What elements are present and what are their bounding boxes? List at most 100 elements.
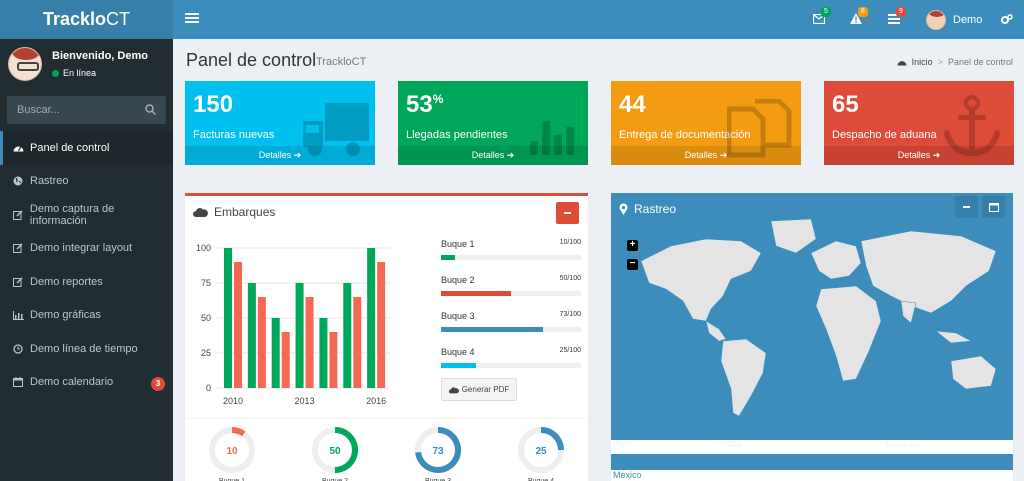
donut-chart: 50 [312, 427, 358, 473]
sidebar-item-integrar-layout[interactable]: Demo integrar layout [0, 232, 173, 266]
donut-value: 10 [226, 446, 238, 457]
bar[interactable] [329, 332, 338, 388]
progress-item: Buque 3 73/100 [441, 311, 581, 332]
sidebar-toggle-button[interactable] [185, 11, 199, 25]
bar[interactable] [367, 248, 376, 388]
notifications-button[interactable]: 8 [850, 7, 868, 27]
user-name: Demo [953, 14, 983, 26]
sidebar-item-label: Panel de control [30, 141, 110, 154]
sidebar: Bienvenido, Demo En línea Panel de contr… [0, 39, 173, 481]
date-range-button[interactable] [982, 196, 1005, 218]
app-logo[interactable]: TrackloCT [0, 0, 173, 39]
embarques-panel: Embarques 0 25 50 75 100 2010 2013 2016 Buque 1… [185, 193, 588, 481]
map-region-greenland [770, 218, 817, 254]
map-region-asia [860, 230, 997, 314]
bar[interactable] [319, 318, 328, 388]
bar[interactable] [353, 297, 362, 388]
collapse-button[interactable] [556, 202, 579, 224]
bar[interactable] [343, 283, 352, 388]
country-link[interactable]: Mexico [613, 470, 642, 480]
progress-fill [441, 363, 476, 368]
donut-chart: 73 [415, 427, 461, 473]
bar[interactable] [281, 332, 290, 388]
sidebar-item-label: Demo calendario [30, 376, 114, 389]
stat-details-link[interactable]: Detalles ➔ [185, 146, 375, 165]
x-tick-label: 2016 [366, 396, 386, 406]
stat-details-link[interactable]: Detalles ➔ [398, 146, 588, 165]
bar[interactable] [295, 283, 304, 388]
anchor-icon [943, 95, 1001, 157]
bar[interactable] [257, 297, 266, 388]
user-panel: Bienvenido, Demo En línea [0, 39, 173, 91]
user-menu[interactable]: Demo [926, 9, 982, 31]
bar[interactable] [305, 297, 314, 388]
progress-value: 50/100 [559, 275, 581, 282]
progress-track [441, 327, 581, 332]
breadcrumb-home-link[interactable]: Inicio [911, 57, 933, 67]
map-region-india [900, 300, 917, 324]
search-input[interactable] [7, 96, 137, 124]
donut-arc [312, 427, 358, 473]
stat-value: 53% [406, 91, 444, 118]
progress-value: 25/100 [559, 347, 581, 354]
breadcrumb-separator: > [937, 57, 943, 67]
sidebar-item-rastreo[interactable]: Rastreo [0, 165, 173, 199]
donut-label: Buque 2 [285, 478, 385, 481]
settings-button[interactable] [1001, 13, 1013, 28]
stat-box-llegadas: 53% Llegadas pendientes Detalles ➔ [398, 81, 588, 165]
collapse-button[interactable] [955, 196, 978, 218]
page-subtitle: TrackloCT [316, 56, 367, 68]
progress-item: Buque 4 25/100 [441, 347, 581, 368]
sidebar-item-linea-de-tiempo[interactable]: Demo línea de tiempo [0, 332, 173, 366]
donut-item: 10 Buque 1 [182, 426, 282, 481]
world-map[interactable] [611, 201, 1013, 431]
search-box [7, 96, 166, 124]
welcome-text: Bienvenido, Demo [52, 50, 148, 62]
column-header-grafica: Gráfica [716, 440, 742, 449]
bar[interactable] [224, 248, 232, 388]
visitors-table-header: País Gráfica Visitantes [611, 440, 1013, 454]
bar[interactable] [234, 262, 242, 388]
edit-icon [12, 243, 24, 254]
column-header-pais: País [613, 440, 630, 449]
stat-details-link[interactable]: Detalles ➔ [611, 146, 801, 165]
minus-icon [963, 206, 970, 208]
stat-details-link[interactable]: Detalles ➔ [824, 146, 1014, 165]
donut-label: Buque 3 [388, 478, 488, 481]
zoom-out-button[interactable]: − [627, 259, 638, 270]
bar[interactable] [271, 318, 280, 388]
sidebar-item-reportes[interactable]: Demo reportes [0, 265, 173, 299]
zoom-in-button[interactable]: + [627, 240, 638, 251]
bar[interactable] [247, 283, 256, 388]
calendar-icon [989, 203, 999, 212]
sidebar-item-graficas[interactable]: Demo gráficas [0, 299, 173, 333]
donut-arc [415, 427, 461, 473]
column-header-visitantes: Visitantes [886, 440, 921, 449]
tasks-button[interactable]: 9 [888, 7, 906, 27]
sidebar-item-panel-de-control[interactable]: Panel de control [0, 131, 173, 165]
panel-title: Rastreo [619, 202, 676, 216]
stat-value: 65 [832, 91, 859, 118]
messages-button[interactable]: 5 [812, 7, 831, 27]
sidebar-item-calendario[interactable]: Demo calendario 3 [0, 366, 173, 400]
breadcrumb: Inicio > Panel de control [897, 57, 1013, 67]
sidebar-item-label: Demo línea de tiempo [30, 342, 138, 355]
sidebar-item-label: Rastreo [30, 175, 69, 188]
breadcrumb-current: Panel de control [947, 57, 1013, 67]
y-tick-label: 50 [201, 313, 211, 323]
progress-label: Buque 1 [441, 239, 475, 249]
map-region-europe [810, 240, 862, 280]
stat-label: Llegadas pendientes [406, 129, 508, 141]
map-region-south-america [720, 338, 767, 417]
sidebar-item-captura-informacion[interactable]: Demo captura de información [0, 198, 173, 232]
y-tick-label: 0 [206, 383, 211, 393]
donut-chart: 10 [209, 427, 255, 473]
progress-fill [441, 291, 511, 296]
generate-pdf-button[interactable]: Generar PDF [441, 378, 517, 401]
donut-value: 25 [535, 446, 547, 457]
bar[interactable] [377, 262, 386, 388]
online-dot-icon [52, 69, 59, 77]
search-icon[interactable] [145, 104, 156, 115]
map-region-indonesia [935, 330, 972, 344]
tasks-icon [888, 14, 900, 24]
